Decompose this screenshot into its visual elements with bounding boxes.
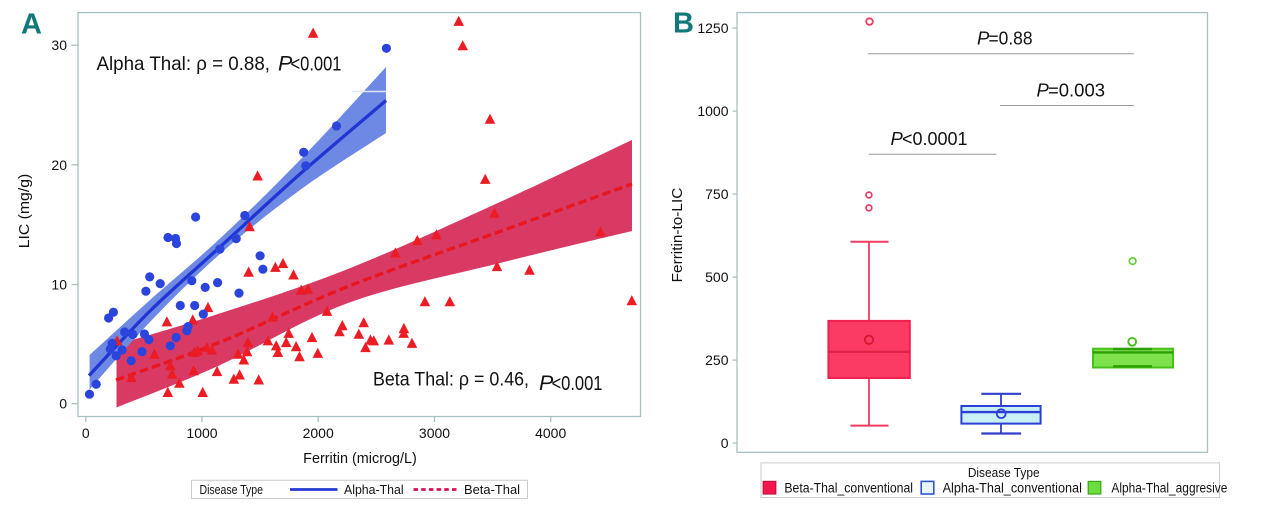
svg-text:B: B: [673, 8, 694, 40]
svg-text:Ferritin (microg/L): Ferritin (microg/L): [303, 451, 417, 467]
svg-text:Alpha-Thal_aggresive: Alpha-Thal_aggresive: [1111, 481, 1227, 496]
svg-text:A: A: [21, 9, 42, 41]
svg-text:LIC (mg/g): LIC (mg/g): [17, 174, 33, 249]
svg-text:1000: 1000: [186, 425, 217, 441]
svg-text:<0.0001: <0.0001: [902, 129, 968, 149]
svg-text:20: 20: [51, 157, 67, 173]
svg-text:P: P: [1037, 80, 1050, 101]
svg-text:Alpha-Thal: Alpha-Thal: [344, 483, 404, 497]
svg-text:P: P: [278, 52, 293, 76]
svg-text:Beta-Thal_conventional: Beta-Thal_conventional: [784, 481, 913, 496]
svg-text:Beta-Thal: Beta-Thal: [464, 483, 520, 497]
svg-text:=0.003: =0.003: [1048, 81, 1105, 101]
svg-text:2000: 2000: [303, 425, 334, 441]
svg-text:<0.001: <0.001: [291, 53, 342, 76]
svg-text:Disease Type: Disease Type: [968, 465, 1040, 480]
svg-text:750: 750: [705, 186, 729, 202]
svg-text:3000: 3000: [419, 425, 450, 441]
svg-text:1250: 1250: [697, 20, 728, 36]
svg-text:0: 0: [59, 396, 67, 412]
svg-text:P: P: [539, 371, 554, 395]
svg-text:<0.001: <0.001: [552, 372, 603, 395]
svg-text:Alpha Thal: ρ = 0.88,: Alpha Thal: ρ = 0.88,: [97, 53, 271, 75]
svg-text:0: 0: [721, 435, 729, 451]
svg-text:Ferritin-to-LIC: Ferritin-to-LIC: [670, 188, 686, 283]
svg-text:P: P: [977, 28, 990, 49]
svg-text:Alpha-Thal_conventional: Alpha-Thal_conventional: [943, 481, 1082, 496]
svg-text:Disease Type: Disease Type: [200, 483, 264, 497]
svg-text:=0.88: =0.88: [989, 29, 1033, 49]
svg-text:30: 30: [51, 37, 67, 53]
svg-text:1000: 1000: [697, 103, 728, 119]
svg-text:Beta Thal: ρ = 0.46,: Beta Thal: ρ = 0.46,: [373, 369, 529, 391]
svg-text:4000: 4000: [535, 425, 566, 441]
svg-text:500: 500: [705, 269, 729, 285]
svg-text:P: P: [891, 128, 904, 149]
svg-text:10: 10: [51, 277, 67, 293]
svg-text:0: 0: [82, 425, 90, 441]
svg-text:250: 250: [705, 352, 729, 368]
